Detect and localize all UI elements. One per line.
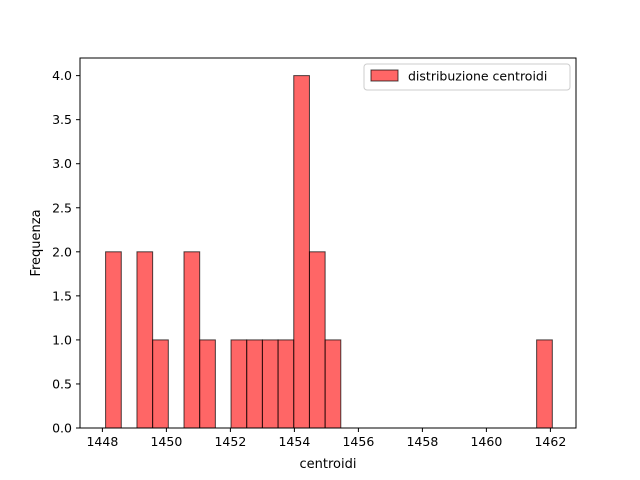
legend-box (363, 63, 571, 91)
histogram-bar-8 (277, 339, 295, 429)
y-tick-label-4: 2.0 (52, 244, 72, 259)
y-axis-ticks: 0.0 0.5 1.0 1.5 2.0 2.5 3.0 3.5 4.0 (52, 68, 80, 436)
histogram-bar-4 (199, 339, 216, 429)
histogram-bar-6 (246, 339, 263, 429)
y-tick-label-3: 1.5 (52, 288, 72, 303)
histogram-bar-12 (536, 339, 553, 429)
histogram-bar-2 (152, 339, 169, 429)
histogram-bar-10 (308, 251, 326, 429)
histogram-bar-7 (261, 339, 279, 429)
histogram-bar-9 (293, 75, 310, 429)
histogram-bar-0 (105, 251, 122, 429)
histogram-bar-5 (230, 339, 248, 429)
legend-swatch (370, 69, 399, 82)
x-tick-label-4: 1456 (342, 434, 374, 449)
x-tick-label-6: 1460 (470, 434, 502, 449)
y-tick-label-1: 0.5 (52, 376, 72, 391)
x-axis-ticks: 1448 1450 1452 1454 1456 1458 1460 1462 (86, 428, 566, 449)
y-tick-label-5: 2.5 (52, 200, 72, 215)
x-tick-label-0: 1448 (86, 434, 118, 449)
y-tick-label-7: 3.5 (52, 112, 72, 127)
x-tick-label-3: 1454 (278, 434, 310, 449)
x-tick-label-7: 1462 (534, 434, 566, 449)
y-tick-label-8: 4.0 (52, 68, 72, 83)
x-tick-label-1: 1450 (150, 434, 182, 449)
bars-layer (105, 75, 553, 429)
y-axis-label: Frequenza (29, 209, 44, 276)
histogram-bar-11 (324, 339, 342, 429)
histogram-bar-1 (136, 251, 154, 429)
histogram-bar-3 (183, 251, 201, 429)
x-tick-label-2: 1452 (214, 434, 246, 449)
y-tick-label-2: 1.0 (52, 332, 72, 347)
plot-frame (79, 57, 577, 429)
legend: distribuzione centroidi (363, 63, 571, 91)
x-tick-label-5: 1458 (406, 434, 438, 449)
y-tick-label-6: 3.0 (52, 156, 72, 171)
x-axis-label: centroidi (300, 457, 357, 472)
legend-label: distribuzione centroidi (408, 69, 547, 84)
y-tick-label-0: 0.0 (52, 421, 72, 436)
